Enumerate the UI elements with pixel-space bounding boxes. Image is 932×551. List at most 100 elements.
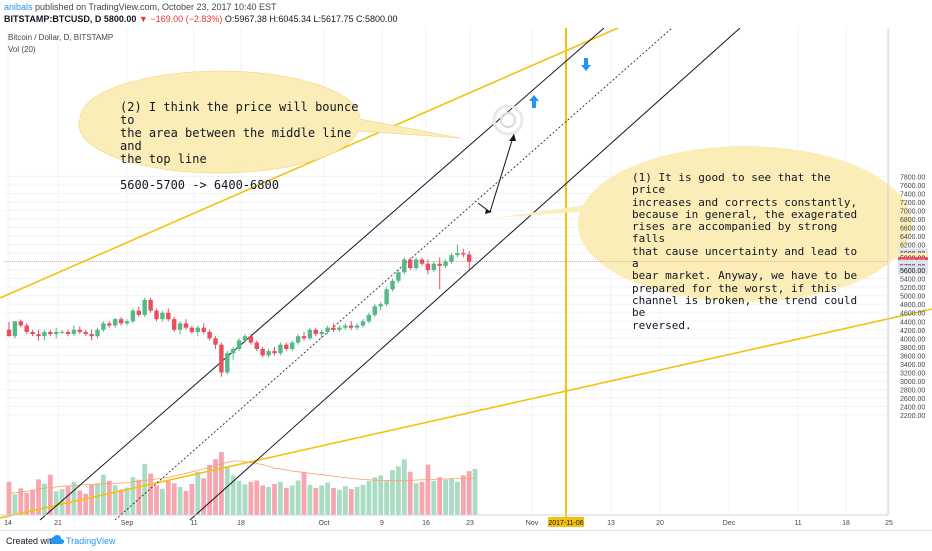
- price-tick-label: 4000.00: [900, 336, 925, 343]
- volume-bar: [313, 488, 318, 515]
- candle-body: [467, 254, 471, 261]
- time-tick-label: Dec: [723, 520, 736, 527]
- price-tick-label: 2400.00: [900, 405, 925, 412]
- candle-body: [438, 264, 442, 266]
- volume-bar: [272, 484, 277, 515]
- candle-body: [349, 326, 353, 328]
- volume-bar: [473, 469, 478, 515]
- candle-body: [390, 281, 394, 290]
- price-tick-label: 2600.00: [900, 396, 925, 403]
- candle-body: [72, 330, 76, 334]
- publish-info: published on TradingView.com, October 23…: [35, 2, 277, 12]
- price-tick-label: 6600.00: [900, 226, 925, 233]
- candle-body: [184, 323, 188, 327]
- volume-bar: [378, 475, 383, 515]
- volume-bar: [367, 481, 372, 515]
- time-tick-label: 23: [466, 520, 474, 527]
- volume-bar: [437, 477, 442, 515]
- volume-bar: [119, 489, 124, 515]
- candle-body: [384, 289, 388, 304]
- time-tick-label: 18: [842, 520, 850, 527]
- volume-bar: [396, 466, 401, 515]
- candle-body: [143, 300, 147, 315]
- candle-body: [25, 326, 29, 332]
- volume-bar: [290, 485, 295, 515]
- volume-bar: [319, 485, 324, 515]
- candle-body: [308, 330, 312, 339]
- candle-body: [225, 353, 229, 372]
- price-tick-label: 4800.00: [900, 302, 925, 309]
- price-tick-label: 4400.00: [900, 319, 925, 326]
- candle-body: [207, 332, 211, 338]
- volume-bar: [89, 485, 94, 515]
- time-tick-label: 14: [4, 520, 12, 527]
- volume-bar: [361, 485, 366, 515]
- left-annotation-text: (2) I think the price will bounce to the…: [120, 101, 360, 192]
- candle-body: [432, 264, 436, 270]
- right-annotation-text: (1) It is good to see that the price inc…: [632, 172, 864, 332]
- price-tick-label: 7200.00: [900, 200, 925, 207]
- time-tick-label: Nov: [526, 520, 539, 527]
- candle-body: [42, 332, 46, 336]
- candle-body: [361, 321, 365, 325]
- volume-bar: [13, 494, 18, 515]
- candle-body: [249, 336, 253, 342]
- cloud-logo-icon: [50, 535, 64, 545]
- volume-bar: [390, 470, 395, 515]
- author-link[interactable]: anibals: [4, 2, 33, 12]
- time-tick-label: 9: [380, 520, 384, 527]
- volume-bar: [83, 494, 88, 515]
- tradingview-brand-link[interactable]: TradingView: [66, 536, 116, 546]
- candle-body: [255, 343, 259, 349]
- time-tick-label: 25: [885, 520, 893, 527]
- volume-bar: [7, 482, 12, 515]
- ohlc-values: O:5967.38 H:6045.34 L:5617.75 C:5800.00: [225, 14, 398, 24]
- volume-bar: [195, 472, 200, 515]
- price-label: 5600.00: [900, 268, 925, 275]
- candle-body: [343, 326, 347, 328]
- volume-bar: [284, 488, 289, 515]
- time-tick-label: 20: [656, 520, 664, 527]
- price-tick-label: 3800.00: [900, 345, 925, 352]
- candle-body: [367, 315, 371, 321]
- candle-body: [320, 332, 324, 334]
- candle-body: [231, 349, 235, 353]
- candle-body: [219, 345, 223, 373]
- candle-body: [290, 343, 294, 349]
- candle-body: [48, 332, 52, 334]
- time-axis: 14 21 Sep 11 18 Oct 9 16 23 Nov 2017-11-06 13 20 Dec 1…: [0, 515, 893, 527]
- symbol-line: BITSTAMP:BTCUSD, D 5800.00 ▼ −169.00 (−2…: [4, 14, 398, 24]
- price-tick-label: 6200.00: [900, 243, 925, 250]
- volume-bar: [249, 482, 254, 515]
- candle-body: [408, 259, 412, 268]
- candle-body: [296, 336, 300, 342]
- volume-bar: [136, 480, 141, 515]
- volume-bar: [414, 483, 419, 515]
- price-tick-label: 7400.00: [900, 191, 925, 198]
- volume-bar: [66, 486, 71, 515]
- volume-bar: [225, 466, 230, 515]
- volume-bar: [95, 483, 100, 515]
- volume-bar: [184, 491, 189, 515]
- candle-body: [202, 328, 206, 332]
- candle-body: [13, 321, 17, 336]
- candle-body: [84, 332, 88, 334]
- price-tick-label: 2200.00: [900, 413, 925, 420]
- time-tick-label: 18: [237, 520, 245, 527]
- volume-bar: [302, 472, 307, 515]
- volume-bar: [443, 480, 448, 515]
- candle-body: [101, 323, 105, 329]
- candle-body: [261, 349, 265, 355]
- volume-bar: [384, 481, 389, 515]
- volume-bar: [77, 491, 82, 515]
- price-tick-label: 5400.00: [900, 277, 925, 284]
- candle-body: [414, 259, 418, 268]
- volume-bar: [172, 483, 177, 515]
- candle-body: [95, 330, 99, 336]
- price-tick-label: 2800.00: [900, 387, 925, 394]
- volume-bar: [431, 481, 436, 515]
- candle-body: [426, 264, 430, 270]
- candle-body: [284, 345, 288, 349]
- volume-bar: [467, 471, 472, 515]
- price-tick-label: 3400.00: [900, 362, 925, 369]
